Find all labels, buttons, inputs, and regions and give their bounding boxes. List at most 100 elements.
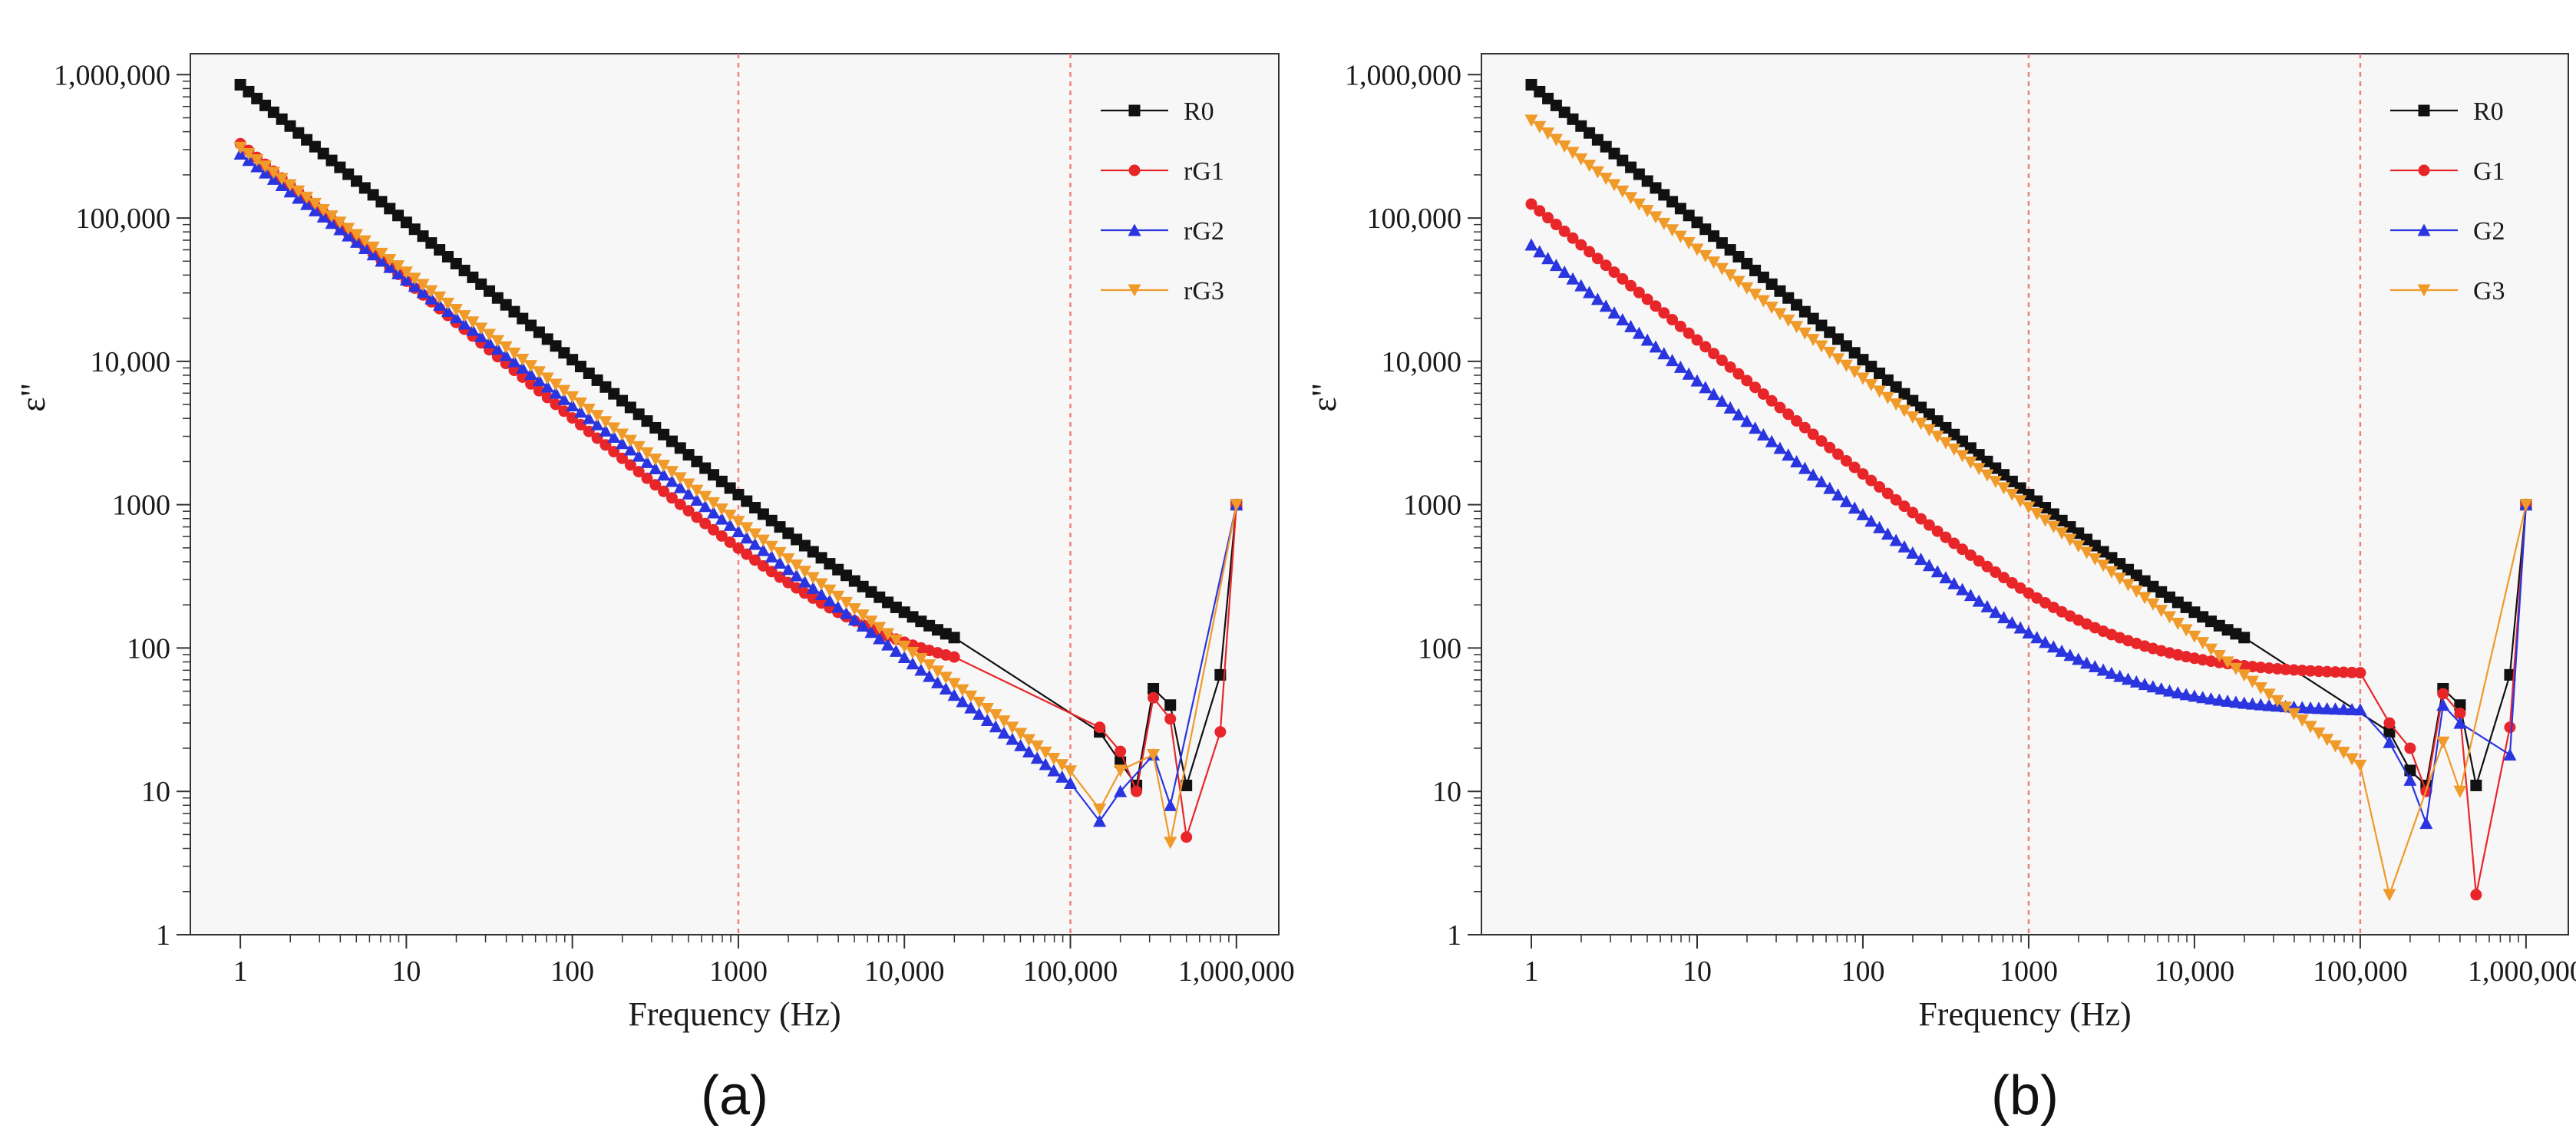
panel-a-rG2-point xyxy=(566,399,580,412)
panel-b-G1-point xyxy=(1940,531,1952,543)
panel-b-G3-point xyxy=(1889,398,1903,411)
panel-a-rG2-point xyxy=(798,575,811,588)
panel-b-G3-point xyxy=(1732,276,1745,289)
panel-b-G1-point xyxy=(1774,401,1786,414)
panel-b-G2-point xyxy=(2030,631,2044,644)
panel-b-G3-point xyxy=(2080,546,2094,559)
panel-b-G2-point xyxy=(2113,669,2127,682)
panel-a-rG2-point xyxy=(449,311,463,324)
panel-a-rG3-point xyxy=(840,596,854,609)
panel-a-rG2-point xyxy=(956,695,969,708)
panel-b-G1-point xyxy=(2437,688,2449,700)
panel-b-R0-point xyxy=(2454,699,2466,711)
panel-b-G2-point xyxy=(1715,394,1729,408)
panel-b-G2-point xyxy=(2055,644,2069,657)
panel-a-rG1-point xyxy=(550,398,562,411)
panel-a-rG3-point xyxy=(673,472,687,485)
panel-a-rG2-point xyxy=(823,594,837,607)
panel-b-G2-point xyxy=(2328,702,2342,715)
panel-b-G3-point xyxy=(2039,514,2053,527)
panel-a-rG2-point xyxy=(524,368,538,381)
panel-a-x-tick-label: 1000 xyxy=(709,955,768,988)
panel-b-G3-point xyxy=(2345,753,2359,766)
panel-a-rG2-point xyxy=(690,493,704,507)
panel-b-G2-point xyxy=(1549,259,1563,272)
panel-b-G3-point xyxy=(1549,134,1563,147)
panel-a-legend-label-rG1: rG1 xyxy=(1184,157,1224,186)
panel-a-rG1-point xyxy=(541,391,553,404)
panel-a-rG1-point xyxy=(1181,831,1193,843)
panel-a-rG2-point xyxy=(632,449,646,462)
panel-a-x-tick-label: 1 xyxy=(233,955,248,988)
panel-b-G2-point xyxy=(1599,299,1613,312)
panel-a-rG3-point xyxy=(790,559,804,572)
panel-b-G2-point xyxy=(2353,703,2367,716)
panel-b-G2-point xyxy=(1557,265,1571,278)
panel-a-rG2-point xyxy=(947,688,961,701)
panel-b-G3-point xyxy=(1616,185,1630,198)
panel-b-y-tick-label: 10,000 xyxy=(1382,346,1462,378)
panel-b-G3-point xyxy=(2179,624,2193,637)
panel-a-rG2-point xyxy=(416,285,430,299)
panel-b-G3-point xyxy=(2129,585,2143,598)
panel-a-rG2-point xyxy=(333,223,347,236)
panel-a-rG2-point xyxy=(765,549,778,563)
panel-a-rG2-point xyxy=(1006,732,1019,745)
panel-a-rG2-point xyxy=(847,612,861,625)
panel-b-G1-point xyxy=(2280,663,2292,675)
panel-b-G3-point xyxy=(1980,469,1994,482)
panel-a-rG2-point xyxy=(474,329,488,342)
panel-b-R0-point xyxy=(2238,632,2251,644)
panel-a-rG2-point xyxy=(1022,745,1035,758)
panel-a-rG3-point xyxy=(499,341,513,354)
panel-a-rG2-point xyxy=(649,462,662,475)
panel-b-G2-point xyxy=(1798,461,1811,474)
panel-b-G2-point xyxy=(2436,698,2450,711)
panel-a-rG3-point xyxy=(765,540,778,553)
panel-b-G2-point xyxy=(1666,354,1679,367)
panel-b-G1-point xyxy=(1973,555,1985,567)
panel-b-x-tick-label: 100,000 xyxy=(2313,955,2408,988)
panel-b-legend-marker-G2 xyxy=(2417,223,2431,236)
panel-b-G3-point xyxy=(1524,114,1538,127)
panel-b-G3-point xyxy=(1897,404,1911,417)
panel-a-rG2-point xyxy=(623,443,637,456)
panel-a-rG3-point xyxy=(424,285,438,298)
panel-a-rG3-point xyxy=(1064,765,1078,778)
panel-a-rG3-point xyxy=(923,659,936,672)
panel-b-G2-point xyxy=(2088,660,2102,673)
panel-b-G3-point xyxy=(2013,495,2027,508)
panel-a-rG3-point xyxy=(516,354,530,367)
panel-a-rG1-point xyxy=(1094,721,1106,734)
panel-b-G1-point xyxy=(1666,314,1679,326)
panel-a-rG2-point xyxy=(590,417,604,431)
panel-b-G3-point xyxy=(1765,302,1778,315)
panel-a-R0-point xyxy=(1164,699,1177,711)
panel-b-G2-point xyxy=(1749,421,1762,434)
panel-b-legend-label-R0: R0 xyxy=(2473,97,2504,126)
panel-b-G1-point xyxy=(1915,513,1927,525)
panel-b-G3-point xyxy=(1963,456,1977,469)
panel-b-G2-point xyxy=(1930,565,1944,578)
panel-a-rG2-point xyxy=(316,210,330,223)
panel-b-G2-point xyxy=(1790,454,1804,467)
panel-b-G3-point xyxy=(1989,476,2003,489)
panel-a-rG2-point xyxy=(375,254,388,267)
panel-b-G3-point xyxy=(1922,424,1936,437)
panel-b-G3-point xyxy=(2254,681,2267,695)
panel-b-G2-point xyxy=(1541,252,1555,265)
panel-a-x-axis-title: Frequency (Hz) xyxy=(628,995,841,1033)
panel-b-G2-point xyxy=(2204,692,2218,705)
panel-b-G2-point xyxy=(2171,686,2185,699)
panel-b-G2-point xyxy=(2188,689,2201,702)
panel-a-rG2-point xyxy=(740,531,754,544)
panel-a-rG3-point xyxy=(732,516,745,529)
panel-a-rG3-point xyxy=(798,566,811,579)
panel-b-G1-point xyxy=(1584,246,1596,258)
panel-a-x-tick-label: 100,000 xyxy=(1023,955,1118,988)
panel-a-rG3-point xyxy=(906,646,920,659)
panel-b-G2-point xyxy=(1607,306,1621,319)
panel-a-rG2-point xyxy=(549,386,563,399)
panel-b-G1-point xyxy=(1865,474,1878,487)
